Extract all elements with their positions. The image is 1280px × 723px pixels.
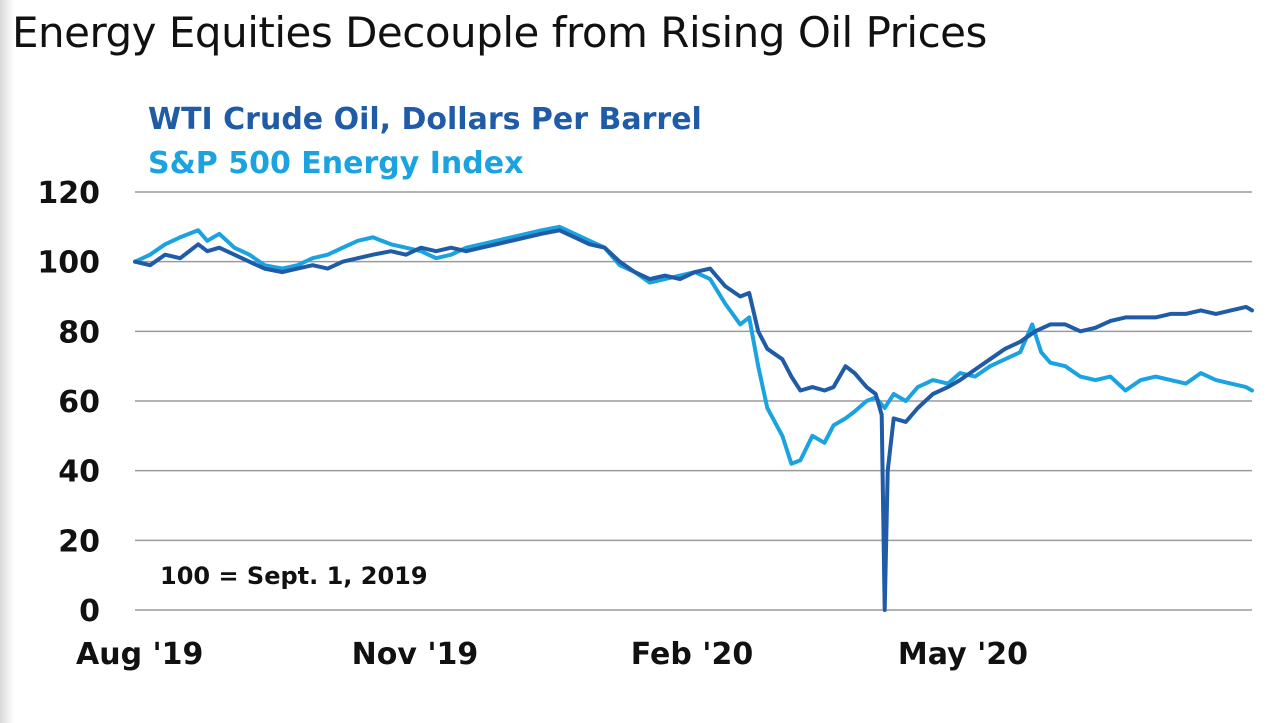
base-note: 100 = Sept. 1, 2019 xyxy=(160,562,428,590)
y-tick-label: 100 xyxy=(37,246,100,281)
y-tick-label: 80 xyxy=(58,315,100,350)
x-tick-label: Nov '19 xyxy=(352,637,479,672)
x-tick-label: Aug '19 xyxy=(76,637,203,672)
legend-entry-wti: WTI Crude Oil, Dollars Per Barrel xyxy=(148,102,702,137)
series-line-wti xyxy=(133,228,1254,612)
y-tick-label: 120 xyxy=(37,176,100,211)
y-tick-label: 20 xyxy=(58,524,100,559)
y-tick-label: 0 xyxy=(79,594,100,629)
left-edge-shadow xyxy=(0,0,14,723)
x-axis-tick-labels: Aug '19 Nov '19 Feb '20 May '20 xyxy=(76,637,1028,672)
x-tick-label: Feb '20 xyxy=(631,637,753,672)
legend-entry-sp500-energy: S&P 500 Energy Index xyxy=(148,146,524,181)
chart-title: Energy Equities Decouple from Rising Oil… xyxy=(12,8,987,57)
x-tick-label: May '20 xyxy=(898,637,1028,672)
gridlines xyxy=(135,191,1252,611)
y-tick-label: 40 xyxy=(58,455,100,490)
series-line-sp500-energy xyxy=(133,224,1254,466)
series-lines xyxy=(133,224,1254,612)
y-tick-label: 60 xyxy=(58,385,100,420)
y-axis-tick-labels: 0 20 40 60 80 100 120 xyxy=(37,176,100,629)
